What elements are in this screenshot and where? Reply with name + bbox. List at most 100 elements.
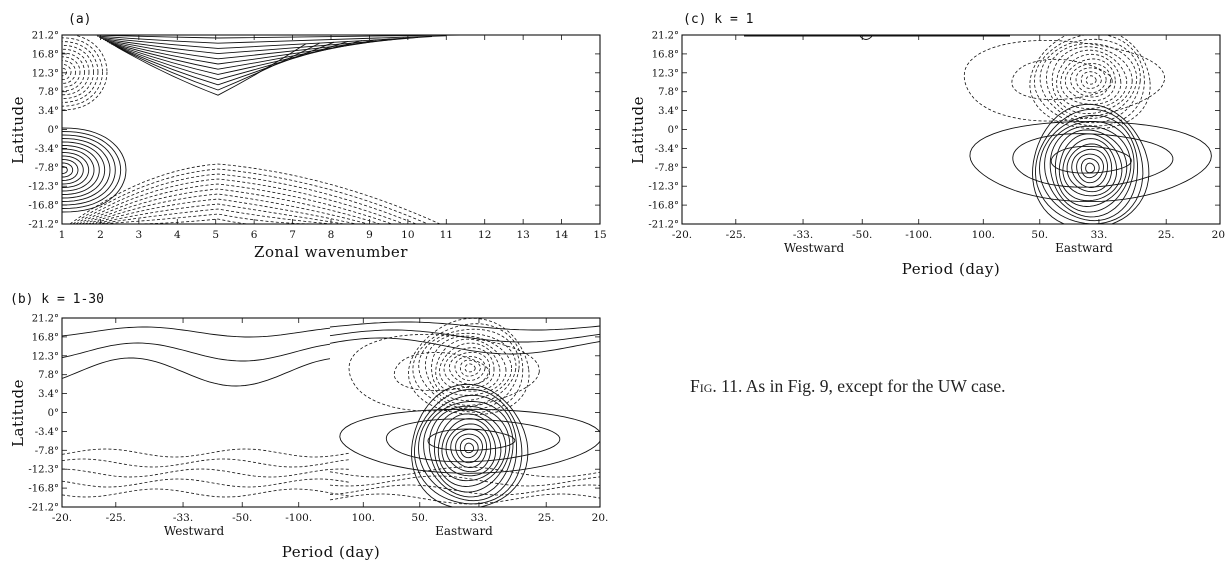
y-tick-label: -12.3° — [28, 465, 59, 476]
contour-line — [62, 52, 85, 92]
panel-c-contours — [744, 35, 1212, 224]
panel-a-title: (a) — [68, 12, 91, 27]
x-tick-label: 15 — [593, 229, 606, 241]
y-tick-label: -3.4° — [35, 427, 59, 438]
contour-line — [62, 342, 331, 362]
x-tick-label: 11 — [440, 229, 453, 241]
x-tick-label: 14 — [555, 229, 569, 241]
x-tick-label: 20. — [1212, 229, 1225, 241]
caption-text: As in Fig. 9, except for the UW case. — [745, 376, 1006, 396]
contour-line — [98, 36, 433, 49]
y-tick-label: -16.8° — [28, 484, 59, 495]
y-tick-label: 3.4° — [658, 106, 679, 117]
x-tick-label: -100. — [905, 229, 932, 241]
contour-line — [62, 60, 76, 84]
x-tick-label: 20. — [592, 512, 609, 524]
contour-line — [62, 458, 351, 468]
x-tick-label: 25. — [538, 512, 555, 524]
y-tick-label: -7.8° — [655, 163, 679, 174]
contour-line — [1085, 75, 1097, 85]
contour-line — [87, 193, 369, 224]
contour-line — [963, 40, 1165, 122]
contour-line — [423, 401, 514, 498]
x-tick-label: 8 — [328, 229, 335, 241]
panel-a-xlabel: Zonal wavenumber — [254, 243, 408, 261]
panel-b-y-axis: 21.2° 16.8° 12.3° 7.8° 3.4° 0° -3.4° -7.8° -12.3… — [28, 314, 600, 514]
contour-line — [454, 356, 486, 381]
x-tick-label: 3 — [136, 229, 143, 241]
panel-c-xlabel: Period (day) — [902, 260, 1000, 278]
contour-line — [62, 141, 106, 199]
contour-line — [75, 173, 417, 224]
contour-line — [1039, 114, 1139, 222]
y-tick-label: 21.2° — [652, 31, 679, 42]
x-tick-label: 13 — [516, 229, 529, 241]
panel-c-westward-label: Westward — [784, 241, 845, 255]
y-tick-label: -21.2° — [648, 220, 679, 231]
contour-line — [62, 127, 127, 213]
y-tick-label: -7.8° — [35, 446, 59, 457]
contour-line — [969, 121, 1212, 203]
panel-c-x-axis: -20. -25. -33. -50. -100. 100. 50. 33. 25. 20. — [672, 35, 1225, 241]
x-tick-label: 50. — [1031, 229, 1048, 241]
contour-line — [1051, 46, 1133, 115]
x-tick-label: -20. — [672, 229, 692, 241]
contour-line — [62, 326, 331, 338]
panel-c-ylabel: Latitude — [629, 96, 647, 164]
contour-line — [1049, 125, 1132, 213]
contour-line — [114, 42, 321, 91]
contour-line — [339, 408, 600, 474]
contour-line — [62, 448, 351, 458]
contour-line — [69, 163, 441, 224]
panel-b-frame — [61, 317, 601, 508]
panel-a-x-axis: 1 2 3 4 5 6 7 8 9 10 11 12 13 14 15 — [59, 35, 607, 241]
x-tick-label: -25. — [106, 512, 126, 524]
contour-line — [1064, 58, 1116, 102]
x-tick-label: 12 — [478, 229, 491, 241]
contour-line — [1054, 129, 1128, 207]
contour-line — [450, 428, 487, 468]
y-tick-label: 7.8° — [38, 370, 59, 381]
contour-line — [81, 183, 393, 224]
panel-c-eastward-label: Eastward — [1055, 241, 1113, 255]
contour-line — [1012, 133, 1174, 188]
contour-line — [1071, 148, 1108, 188]
y-tick-label: 21.2° — [32, 314, 59, 325]
x-tick-label: 33. — [1091, 229, 1108, 241]
contour-line — [1044, 121, 1135, 218]
y-tick-label: 16.8° — [32, 332, 59, 343]
x-tick-label: 6 — [251, 229, 258, 241]
contour-line — [418, 328, 520, 410]
contour-line — [1032, 103, 1150, 224]
figure-caption: Fig. 11. As in Fig. 9, except for the UW… — [690, 376, 1005, 397]
contour-line — [464, 363, 476, 373]
panel-a: (a) 21.2° 16.8° 12.3° 7.8° 3.4° 0° -3.4° -7.8° -… — [9, 12, 607, 261]
contour-line — [94, 35, 461, 39]
panel-a-frame — [61, 34, 601, 225]
contour-line — [1080, 158, 1100, 179]
contour-line — [424, 332, 517, 406]
panel-b-ylabel: Latitude — [9, 379, 27, 447]
contour-line — [116, 43, 307, 96]
contour-line — [99, 213, 321, 224]
panel-b-contours — [62, 318, 600, 507]
contour-line — [459, 359, 481, 377]
y-tick-label: 16.8° — [652, 49, 679, 60]
contour-line — [435, 338, 507, 396]
y-tick-label: 3.4° — [38, 106, 59, 117]
y-tick-label: -7.8° — [35, 163, 59, 174]
x-tick-label: 33. — [471, 512, 488, 524]
contour-line — [62, 148, 95, 192]
contour-line — [1066, 143, 1113, 193]
y-tick-label: -21.2° — [28, 220, 59, 231]
contour-line — [1070, 63, 1112, 98]
panel-a-ylabel: Latitude — [9, 96, 27, 164]
contour-line — [93, 203, 345, 224]
x-tick-label: -33. — [173, 512, 193, 524]
x-tick-label: 2 — [97, 229, 104, 241]
y-tick-label: 12.3° — [32, 68, 59, 79]
contour-line — [62, 159, 79, 181]
y-tick-label: 0° — [48, 125, 59, 136]
x-tick-label: -50. — [852, 229, 872, 241]
